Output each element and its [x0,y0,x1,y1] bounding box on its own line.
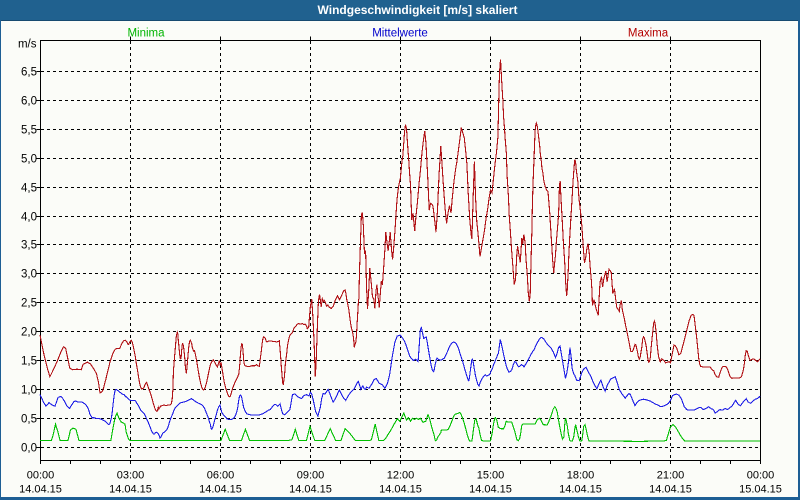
svg-text:6,5: 6,5 [21,67,37,79]
svg-text:5,5: 5,5 [21,125,37,137]
svg-text:12:00: 12:00 [387,470,415,482]
svg-text:00:00: 00:00 [27,470,55,482]
svg-text:3,0: 3,0 [21,269,37,281]
svg-text:4,0: 4,0 [21,212,37,224]
svg-text:4,5: 4,5 [21,183,37,195]
svg-text:14.04.15: 14.04.15 [289,484,332,496]
svg-text:15.04.15: 15.04.15 [739,484,782,496]
svg-text:14.04.15: 14.04.15 [379,484,422,496]
svg-text:1,5: 1,5 [21,356,37,368]
svg-text:14.04.15: 14.04.15 [469,484,512,496]
svg-text:2,5: 2,5 [21,298,37,310]
svg-text:03:00: 03:00 [117,470,145,482]
svg-text:0,0: 0,0 [21,443,37,455]
svg-text:0,5: 0,5 [21,414,37,426]
svg-text:06:00: 06:00 [207,470,235,482]
svg-text:14.04.15: 14.04.15 [109,484,152,496]
svg-text:5,0: 5,0 [21,154,37,166]
svg-text:Mittelwerte: Mittelwerte [372,28,428,40]
svg-text:6,0: 6,0 [21,96,37,108]
svg-text:00:00: 00:00 [747,470,775,482]
svg-text:Minima: Minima [127,28,165,40]
svg-text:18:00: 18:00 [567,470,595,482]
svg-text:09:00: 09:00 [297,470,325,482]
svg-text:1,0: 1,0 [21,385,37,397]
svg-text:3,5: 3,5 [21,240,37,252]
svg-text:21:00: 21:00 [657,470,685,482]
svg-text:15:00: 15:00 [477,470,505,482]
svg-text:Maxima: Maxima [628,28,669,40]
svg-text:14.04.15: 14.04.15 [559,484,602,496]
svg-text:14.04.15: 14.04.15 [649,484,692,496]
svg-text:m/s: m/s [18,39,37,51]
svg-text:14.04.15: 14.04.15 [199,484,242,496]
svg-text:14.04.15: 14.04.15 [19,484,62,496]
svg-text:2,0: 2,0 [21,327,37,339]
